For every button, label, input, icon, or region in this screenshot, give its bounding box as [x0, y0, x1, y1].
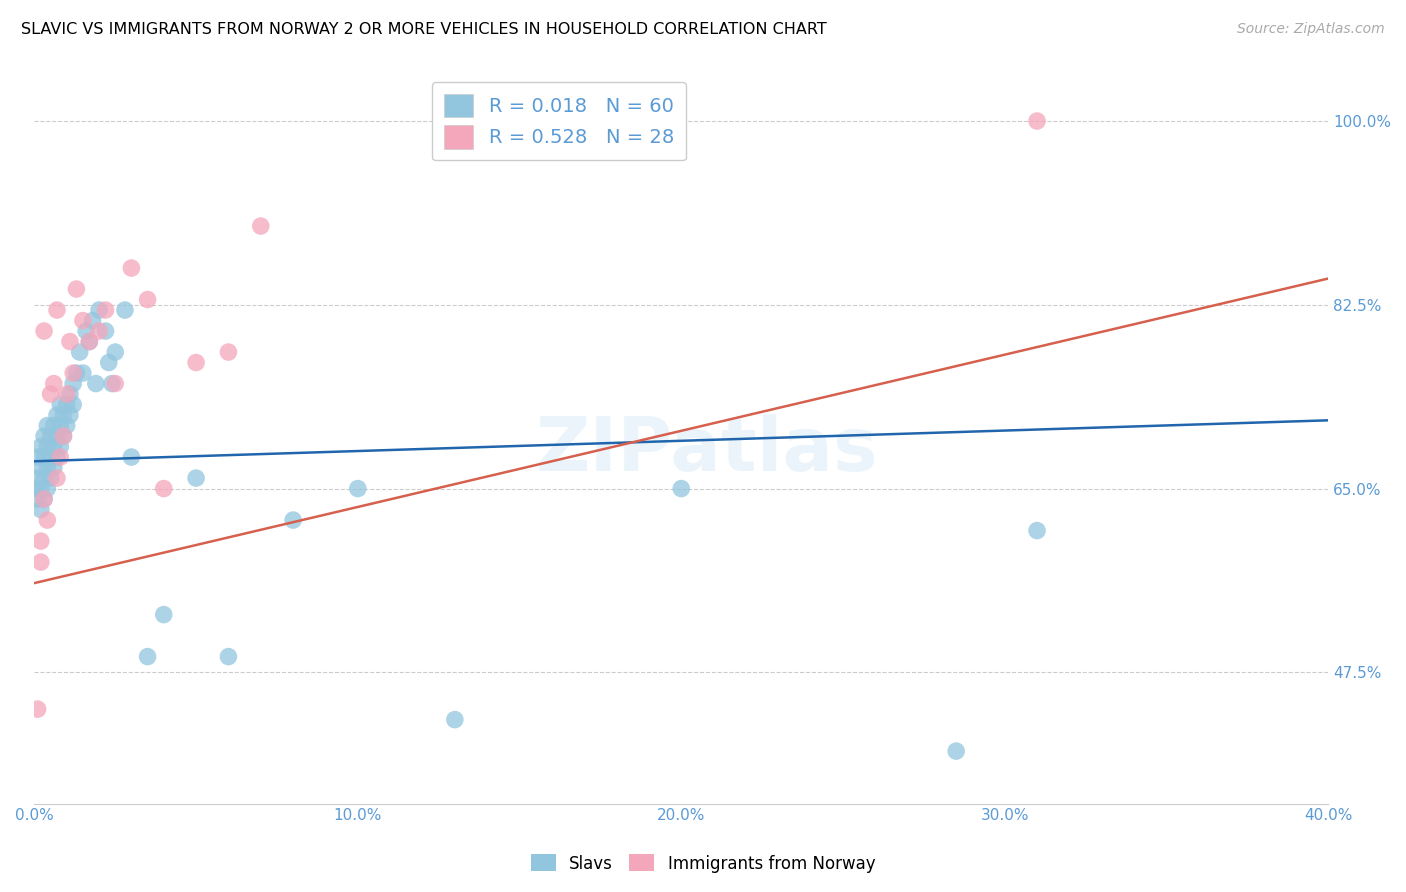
Point [52, 429, 75, 443]
Point [30, 534, 52, 549]
Point [32, 492, 55, 507]
Point [79, 334, 101, 349]
Legend: Slavs, Immigrants from Norway: Slavs, Immigrants from Norway [524, 847, 882, 880]
Point [281, 513, 304, 527]
Point [30, 440, 52, 454]
Point [104, 376, 127, 391]
Point [94, 324, 117, 338]
Point [30, 555, 52, 569]
Point [37, 482, 59, 496]
Point [27, 450, 49, 464]
Point [1026, 524, 1049, 538]
Legend: R = 0.018   N = 60, R = 0.528   N = 28: R = 0.018 N = 60, R = 0.528 N = 28 [432, 82, 686, 161]
Point [32, 492, 55, 507]
Point [69, 345, 91, 359]
Point [55, 398, 77, 412]
Point [217, 345, 239, 359]
Point [945, 744, 967, 758]
Point [101, 376, 124, 391]
Point [32, 450, 55, 464]
Point [184, 471, 207, 485]
Point [97, 355, 120, 369]
Point [46, 303, 69, 318]
Point [46, 408, 69, 422]
Point [49, 450, 72, 464]
Point [114, 303, 136, 318]
Point [444, 713, 467, 727]
Point [27, 492, 49, 507]
Point [152, 482, 174, 496]
Point [120, 261, 142, 276]
Point [249, 219, 271, 233]
Point [59, 334, 82, 349]
Point [42, 440, 65, 454]
Point [37, 418, 59, 433]
Point [25, 482, 48, 496]
Point [30, 460, 52, 475]
Point [39, 387, 62, 401]
Point [37, 513, 59, 527]
Point [671, 482, 693, 496]
Point [30, 482, 52, 496]
Point [42, 460, 65, 475]
Point [62, 376, 84, 391]
Point [59, 387, 82, 401]
Point [52, 408, 75, 422]
Point [46, 429, 69, 443]
Point [72, 313, 94, 327]
Point [39, 429, 62, 443]
Point [75, 324, 97, 338]
Point [32, 471, 55, 485]
Point [120, 450, 142, 464]
Point [65, 282, 87, 296]
Point [52, 429, 75, 443]
Point [27, 702, 49, 716]
Point [62, 398, 84, 412]
Text: ZIPatlas: ZIPatlas [536, 414, 879, 487]
Point [55, 418, 77, 433]
Point [346, 482, 368, 496]
Text: SLAVIC VS IMMIGRANTS FROM NORWAY 2 OR MORE VEHICLES IN HOUSEHOLD CORRELATION CHA: SLAVIC VS IMMIGRANTS FROM NORWAY 2 OR MO… [21, 22, 827, 37]
Point [27, 471, 49, 485]
Point [87, 324, 110, 338]
Point [72, 366, 94, 380]
Point [49, 440, 72, 454]
Point [30, 502, 52, 516]
Point [37, 440, 59, 454]
Point [87, 303, 110, 318]
Point [65, 366, 87, 380]
Point [46, 450, 69, 464]
Point [1026, 114, 1049, 128]
Point [49, 418, 72, 433]
Point [62, 366, 84, 380]
Point [49, 398, 72, 412]
Point [59, 408, 82, 422]
Point [82, 313, 104, 327]
Point [37, 460, 59, 475]
Point [46, 471, 69, 485]
Point [42, 418, 65, 433]
Point [217, 649, 239, 664]
Point [104, 345, 127, 359]
Point [42, 376, 65, 391]
Point [136, 293, 159, 307]
Point [32, 429, 55, 443]
Point [94, 303, 117, 318]
Point [79, 334, 101, 349]
Point [152, 607, 174, 622]
Point [84, 376, 107, 391]
Point [55, 387, 77, 401]
Point [39, 471, 62, 485]
Text: Source: ZipAtlas.com: Source: ZipAtlas.com [1237, 22, 1385, 37]
Point [184, 355, 207, 369]
Point [39, 450, 62, 464]
Point [32, 324, 55, 338]
Point [136, 649, 159, 664]
